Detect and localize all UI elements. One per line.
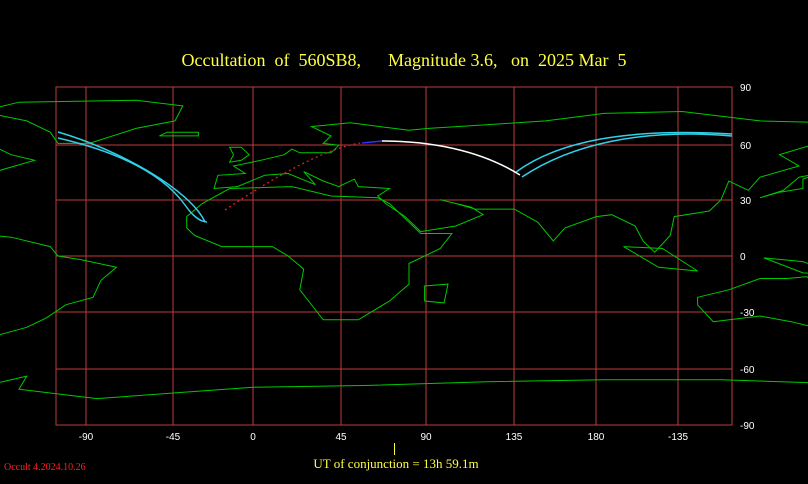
occultation-path	[57, 131, 733, 223]
latitude-tick-labels: 90 60 30 0 -30 -60 -90	[740, 83, 755, 432]
version-label: Occult 4.2024.10.26	[4, 462, 86, 473]
chart-title: Occultation of 560SB8, Magnitude 3.6, on…	[181, 50, 627, 70]
lat-tick-label: -60	[740, 365, 755, 376]
lon-tick-label: 135	[506, 432, 523, 443]
lat-tick-label: -30	[740, 308, 755, 319]
madagascar-coast	[424, 283, 449, 304]
south-america-coast	[0, 235, 118, 336]
lon-tick-label: 0	[250, 432, 256, 443]
path-below-horizon	[224, 142, 361, 211]
lat-tick-label: 90	[740, 83, 752, 94]
path-limit-north-east	[515, 131, 733, 173]
japan-coast	[759, 174, 808, 199]
lat-tick-label: 60	[740, 141, 752, 152]
indonesia-coast	[623, 246, 698, 272]
lon-tick-label: -45	[166, 432, 181, 443]
australia-coast	[697, 276, 808, 327]
longitude-tick-labels: -90 -45 0 45 90 135 180 -135	[79, 432, 689, 443]
lat-tick-label: -90	[740, 421, 755, 432]
lon-tick-label: 90	[420, 432, 432, 443]
conjunction-label: UT of conjunction = 13h 59.1m	[313, 456, 479, 471]
eurasia-coast	[213, 110, 808, 253]
north-america-coast	[0, 148, 37, 171]
conjunction-marker	[394, 443, 395, 455]
path-twilight	[361, 140, 383, 144]
new-guinea-coast	[763, 257, 808, 274]
greenland-coast	[0, 99, 184, 144]
antarctica-coast	[0, 375, 808, 400]
africa-coast	[186, 186, 453, 321]
graticule	[55, 86, 733, 426]
iceland-coast	[159, 131, 199, 137]
lon-tick-label: -135	[668, 432, 688, 443]
britain-coast	[228, 146, 250, 163]
lon-tick-label: 180	[588, 432, 605, 443]
lat-tick-label: 0	[740, 252, 746, 263]
path-visible	[381, 140, 521, 176]
path-limit-south-west	[57, 137, 208, 223]
coastlines	[0, 99, 808, 400]
lon-tick-label: 45	[335, 432, 347, 443]
lat-tick-label: 30	[740, 196, 752, 207]
lon-tick-label: -90	[79, 432, 94, 443]
path-limit-south-east	[521, 133, 733, 178]
